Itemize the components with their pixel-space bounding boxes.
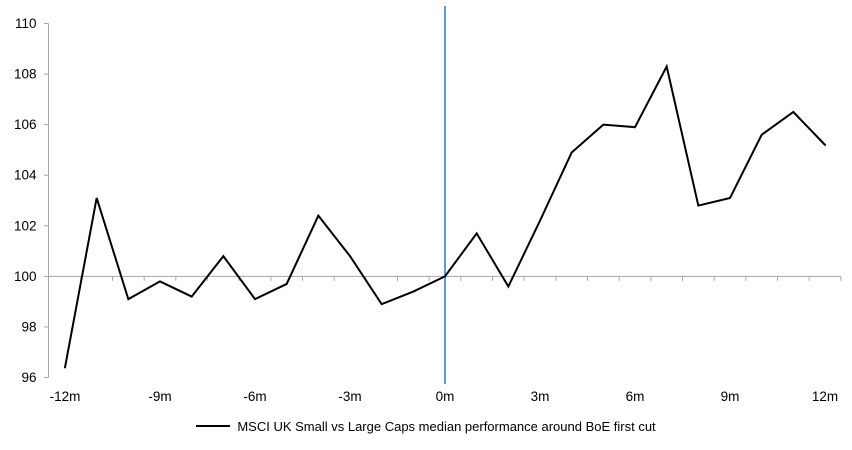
series-line xyxy=(64,63,827,369)
x-axis-tick-label: 12m xyxy=(812,389,838,404)
y-axis-tick-label: 96 xyxy=(21,370,36,385)
x-axis-tick-label: 3m xyxy=(531,389,550,404)
y-axis-tick-label: 108 xyxy=(14,67,37,82)
x-axis-tick-label: 6m xyxy=(626,389,645,404)
legend-line-sample xyxy=(196,425,231,427)
y-axis-tick-label: 104 xyxy=(14,168,37,183)
x-axis-tick-label: -9m xyxy=(148,389,171,404)
x-axis-tick-label: -3m xyxy=(338,389,361,404)
y-axis-tick-label: 98 xyxy=(21,319,36,334)
x-axis-tick-label: 9m xyxy=(721,389,740,404)
legend: MSCI UK Small vs Large Caps median perfo… xyxy=(0,417,852,435)
legend-label: MSCI UK Small vs Large Caps median perfo… xyxy=(237,418,656,434)
y-axis-tick-label: 102 xyxy=(14,218,37,233)
x-axis-tick-label: -12m xyxy=(50,389,81,404)
y-axis-tick-label: 100 xyxy=(14,269,37,284)
axis-labels-group: 96 98 100 102 104 106 108 110 -12m -9m -6m -3m 0m 3m 6… xyxy=(14,16,838,404)
y-axis-tick-label: 110 xyxy=(15,16,37,31)
x-axis-tick-label: 0m xyxy=(436,389,455,404)
x-axis-tick-label: -6m xyxy=(243,389,266,404)
y-axis-tick-label: 106 xyxy=(14,117,37,132)
series-group xyxy=(64,63,827,369)
